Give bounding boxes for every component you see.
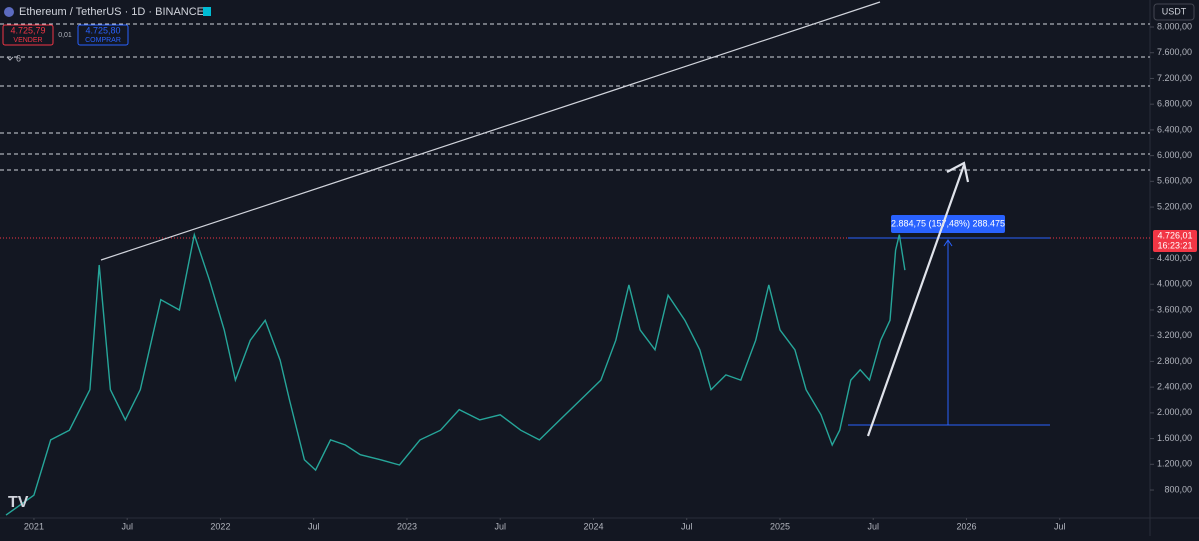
countdown: 16:23:21 [1157,240,1192,250]
sell-label: VENDER [13,37,42,44]
y-tick-label: 5.600,00 [1157,176,1192,186]
y-tick-label: 8.000,00 [1157,21,1192,31]
y-tick-label: 6.800,00 [1157,99,1192,109]
trend-line [100,1,881,261]
arrow-shaft [866,164,966,437]
x-tick-label: 2022 [210,521,230,531]
y-tick-label: 6.400,00 [1157,124,1192,134]
y-tick-label: 3.600,00 [1157,304,1192,314]
x-tick-label: Jul [121,521,133,531]
buy-label: COMPRAR [85,37,121,44]
x-tick-label: 2025 [770,521,790,531]
arrow-head [946,161,970,183]
spread: 0,01 [58,32,72,39]
sell-box[interactable] [2,24,54,46]
y-tick-label: 4.000,00 [1157,279,1192,289]
x-tick-label: 2021 [24,521,44,531]
logo: TV [8,494,29,511]
y-tick-label: 2.400,00 [1157,382,1192,392]
last-price: 4.726,01 [1157,230,1192,240]
x-tick-label: 2026 [956,521,976,531]
x-tick-label: Jul [867,521,879,531]
x-tick-label: 2024 [583,521,603,531]
symbol-title: Ethereum / TetherUS · 1D · BINANCE [19,6,204,18]
currency: USDT [1162,6,1187,16]
level-lines [0,23,1150,171]
buy-price: 4.725,80 [85,25,120,35]
collapse-icon[interactable] [6,56,14,61]
measure-tool [848,237,1050,426]
y-tick-label: 1.600,00 [1157,433,1192,443]
y-tick-label: 800,00 [1164,484,1192,494]
y-tick-label: 3.200,00 [1157,330,1192,340]
buy-box[interactable] [77,24,129,46]
y-tick-label: 7.600,00 [1157,47,1192,57]
x-tick-label: Jul [494,521,506,531]
flag-icon [203,7,211,16]
projection-arrow [866,161,970,437]
measure-arrow [943,239,953,247]
y-tick-label: 7.200,00 [1157,73,1192,83]
y-tick-label: 2.800,00 [1157,356,1192,366]
x-tick-label: Jul [1054,521,1066,531]
currency-box[interactable] [1153,3,1195,21]
sell-price: 4.725,79 [10,25,45,35]
y-tick-label: 4.400,00 [1157,253,1192,263]
y-tick-label: 2.000,00 [1157,407,1192,417]
x-tick-label: 2023 [397,521,417,531]
last-price-box [1153,230,1197,252]
indicator-count: 6 [16,53,21,63]
y-tick-label: 1.200,00 [1157,459,1192,469]
x-tick-label: Jul [681,521,693,531]
measure-label-box [891,215,1005,233]
y-tick-label: 6.000,00 [1157,150,1192,160]
measure-label: 2.884,75 (157,48%) 288.475 [891,218,1005,228]
plot [5,231,906,516]
price-line [5,231,906,516]
symbol-icon [4,7,14,17]
y-tick-label: 5.200,00 [1157,201,1192,211]
x-tick-label: Jul [308,521,320,531]
